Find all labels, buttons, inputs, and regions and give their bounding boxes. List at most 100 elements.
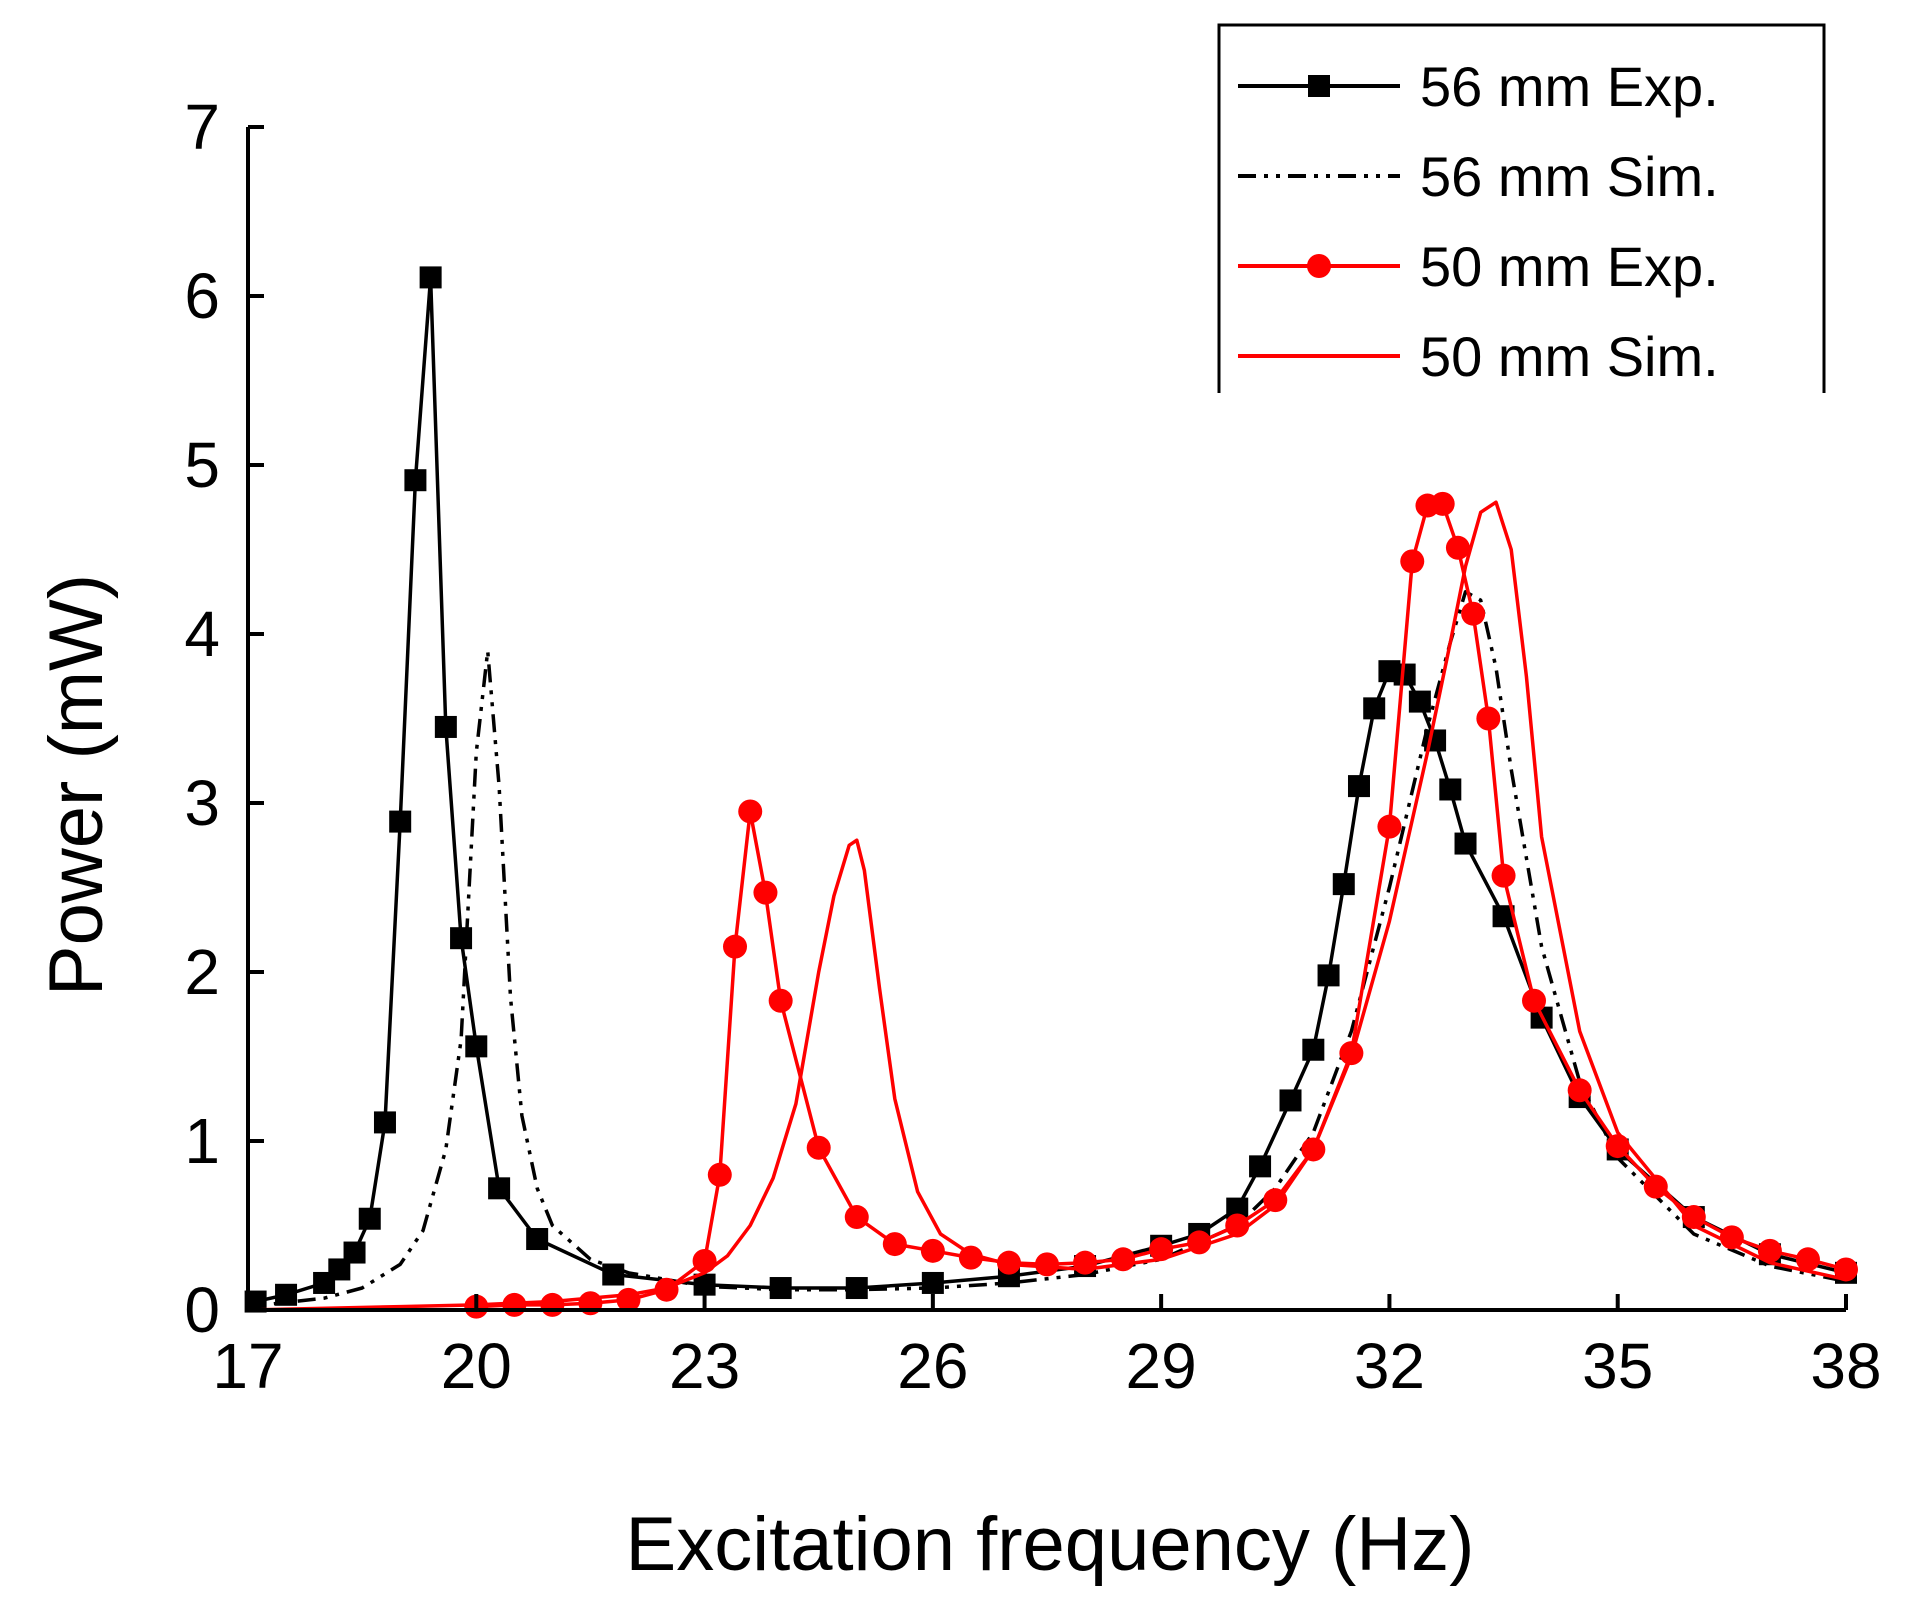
data-point xyxy=(1795,1247,1820,1272)
data-point xyxy=(1035,1252,1059,1277)
legend-item: 50 mm Sim. xyxy=(1238,325,1719,388)
data-point xyxy=(1461,601,1486,626)
series-1 xyxy=(247,590,1847,1309)
data-point xyxy=(1111,1247,1136,1272)
data-point xyxy=(389,810,412,833)
data-point xyxy=(358,1207,381,1230)
axes xyxy=(246,127,1846,1312)
series-3 xyxy=(247,500,1847,1312)
data-point xyxy=(450,927,473,950)
x-tick-label: 38 xyxy=(1810,1330,1881,1402)
data-point xyxy=(419,266,442,289)
data-point xyxy=(723,934,748,959)
y-tick-label: 5 xyxy=(184,429,220,501)
data-point xyxy=(1522,988,1547,1013)
data-point xyxy=(692,1248,717,1273)
x-tick-label: 26 xyxy=(897,1330,968,1402)
data-point xyxy=(844,1205,869,1230)
legend-marker xyxy=(1308,75,1330,97)
data-point xyxy=(1430,491,1455,516)
data-point xyxy=(1393,663,1416,686)
data-point xyxy=(1567,1078,1592,1103)
series-2 xyxy=(464,491,1858,1319)
data-point xyxy=(1332,873,1355,896)
data-point xyxy=(1834,1257,1858,1282)
series-line xyxy=(247,590,1847,1309)
data-point xyxy=(1492,905,1515,928)
data-point xyxy=(1226,1197,1249,1220)
y-tick-label: 6 xyxy=(184,260,220,332)
data-point xyxy=(1149,1237,1174,1262)
y-tick-label: 1 xyxy=(184,1105,220,1177)
x-tick-label: 35 xyxy=(1582,1330,1653,1402)
data-point xyxy=(921,1271,944,1294)
data-point xyxy=(1249,1155,1272,1178)
data-point xyxy=(753,880,778,905)
data-point xyxy=(540,1292,565,1317)
data-point xyxy=(602,1263,625,1286)
x-axis-title: Excitation frequency (Hz) xyxy=(626,1502,1475,1587)
legend: 56 mm Exp. 56 mm Sim. 50 mm Exp. 50 mm Sim. xyxy=(1217,23,1826,393)
data-point xyxy=(1347,775,1370,798)
data-point xyxy=(768,988,793,1013)
x-tick-label: 20 xyxy=(441,1330,512,1402)
data-point xyxy=(806,1135,831,1160)
x-tick-label: 29 xyxy=(1126,1330,1197,1402)
data-point xyxy=(404,469,427,492)
data-point xyxy=(1643,1174,1668,1199)
data-point xyxy=(1719,1225,1744,1250)
data-point xyxy=(1279,1089,1302,1112)
legend-marker xyxy=(1307,254,1331,278)
data-point xyxy=(1445,535,1470,560)
legend-item: 56 mm Sim. xyxy=(1238,145,1719,208)
x-tick-label: 32 xyxy=(1354,1330,1425,1402)
data-point xyxy=(275,1283,298,1306)
data-point xyxy=(373,1111,396,1134)
data-point xyxy=(693,1273,716,1296)
data-point xyxy=(1757,1238,1782,1263)
data-point xyxy=(1476,706,1501,731)
legend-item: 56 mm Exp. xyxy=(1238,55,1719,118)
data-point xyxy=(1439,778,1462,801)
data-point xyxy=(434,715,457,738)
series-layer xyxy=(244,266,1858,1319)
data-point xyxy=(845,1277,868,1300)
x-tick-label: 17 xyxy=(212,1330,283,1402)
data-point xyxy=(707,1162,732,1187)
data-point xyxy=(488,1177,511,1200)
data-point xyxy=(1605,1134,1630,1159)
y-tick-label: 4 xyxy=(184,598,220,670)
data-point xyxy=(343,1241,366,1264)
data-point xyxy=(328,1258,351,1281)
data-point xyxy=(882,1232,907,1257)
legend-label: 50 mm Sim. xyxy=(1420,325,1719,388)
legend-label: 56 mm Exp. xyxy=(1420,55,1719,118)
legend-label: 50 mm Exp. xyxy=(1420,235,1719,298)
data-point xyxy=(1408,690,1431,713)
data-point xyxy=(1400,549,1425,574)
data-point xyxy=(920,1238,945,1263)
legend-item: 50 mm Exp. xyxy=(1238,235,1719,298)
y-axis-title: Power (mW) xyxy=(34,574,119,996)
series-line xyxy=(247,500,1847,1312)
data-point xyxy=(1491,863,1516,888)
data-point xyxy=(1317,964,1340,987)
data-point xyxy=(738,799,763,824)
data-point xyxy=(465,1035,488,1058)
data-point xyxy=(526,1228,549,1251)
y-tick-label: 2 xyxy=(184,936,220,1008)
data-point xyxy=(1363,697,1386,720)
x-tick-label: 23 xyxy=(669,1330,740,1402)
y-tick-label: 7 xyxy=(184,91,220,163)
data-point xyxy=(1681,1205,1706,1230)
data-point xyxy=(1377,814,1402,839)
data-point xyxy=(1454,832,1477,855)
data-point xyxy=(1302,1038,1325,1061)
legend-label: 56 mm Sim. xyxy=(1420,145,1719,208)
legend-box xyxy=(1217,23,1826,393)
y-tick-label: 0 xyxy=(184,1274,220,1346)
series-line xyxy=(476,502,1847,1309)
y-tick-label: 3 xyxy=(184,767,220,839)
